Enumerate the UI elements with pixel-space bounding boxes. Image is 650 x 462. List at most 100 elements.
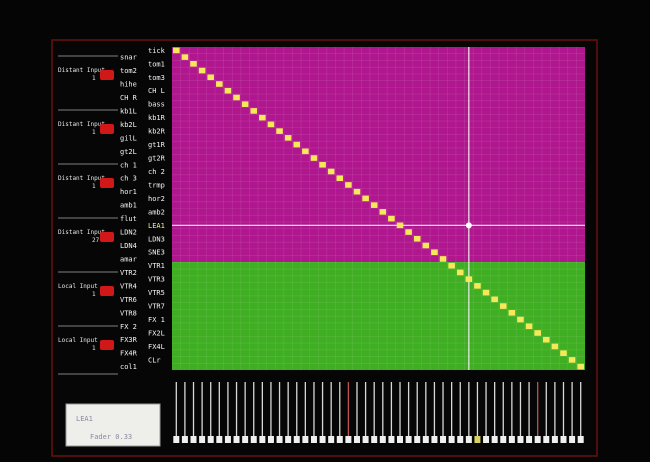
fader-knob[interactable] [552, 436, 558, 443]
route-point[interactable] [250, 108, 257, 114]
route-point[interactable] [474, 283, 481, 289]
fader-knob[interactable] [277, 436, 283, 443]
route-point[interactable] [354, 189, 361, 195]
fader-knob[interactable] [500, 436, 506, 443]
channel-label[interactable]: gt2R [148, 155, 166, 163]
channel-label[interactable]: VTR5 [148, 289, 165, 297]
route-point[interactable] [423, 243, 430, 249]
fader-knob[interactable] [242, 436, 248, 443]
fader-knob[interactable] [345, 436, 351, 443]
route-point[interactable] [268, 122, 275, 128]
channel-label[interactable]: flut [120, 215, 137, 223]
channel-label[interactable]: FX 1 [148, 316, 165, 324]
route-point[interactable] [182, 54, 189, 60]
route-point[interactable] [534, 330, 541, 336]
channel-label[interactable]: VTR4 [120, 282, 137, 290]
route-point[interactable] [328, 169, 335, 175]
fader-knob[interactable] [474, 436, 480, 443]
channel-label[interactable]: CLr [148, 356, 161, 364]
channel-label[interactable]: col1 [120, 363, 137, 371]
route-point[interactable] [560, 350, 567, 356]
route-point[interactable] [225, 88, 232, 94]
fader-knob[interactable] [526, 436, 532, 443]
route-point[interactable] [388, 216, 395, 222]
fader-knob[interactable] [320, 436, 326, 443]
fader-knob[interactable] [509, 436, 515, 443]
channel-label[interactable]: VTR2 [120, 269, 137, 277]
fader-knob[interactable] [328, 436, 334, 443]
fader-knob[interactable] [191, 436, 197, 443]
route-point[interactable] [319, 162, 326, 168]
channel-label[interactable]: hor2 [148, 195, 165, 203]
fader-knob[interactable] [492, 436, 498, 443]
channel-label[interactable]: kb2L [120, 121, 137, 129]
route-point[interactable] [199, 68, 206, 74]
route-point[interactable] [569, 357, 576, 363]
fader-knob[interactable] [569, 436, 575, 443]
input-button[interactable] [100, 286, 114, 296]
fader-knob[interactable] [302, 436, 308, 443]
fader-knob[interactable] [414, 436, 420, 443]
fader-knob[interactable] [543, 436, 549, 443]
channel-label[interactable]: VTR6 [120, 296, 137, 304]
route-point[interactable] [577, 364, 584, 370]
route-point[interactable] [302, 149, 309, 155]
fader-knob[interactable] [251, 436, 257, 443]
fader-knob[interactable] [535, 436, 541, 443]
route-point[interactable] [552, 344, 559, 350]
route-point[interactable] [509, 310, 516, 316]
route-point[interactable] [362, 196, 369, 202]
channel-label[interactable]: LDN4 [120, 242, 137, 250]
channel-label[interactable]: gilL [120, 134, 137, 142]
fader-knob[interactable] [388, 436, 394, 443]
route-point[interactable] [216, 81, 223, 87]
fader-knob[interactable] [268, 436, 274, 443]
fader-knob[interactable] [199, 436, 205, 443]
fader-knob[interactable] [337, 436, 343, 443]
channel-label[interactable]: FX2L [148, 329, 165, 337]
route-point[interactable] [397, 223, 404, 229]
fader-knob[interactable] [560, 436, 566, 443]
route-point[interactable] [517, 317, 524, 323]
fader-knob[interactable] [431, 436, 437, 443]
channel-label[interactable]: kb1R [148, 114, 166, 122]
channel-label[interactable]: ch 2 [148, 168, 165, 176]
route-point[interactable] [500, 303, 507, 309]
channel-label[interactable]: VTR8 [120, 309, 137, 317]
fader-knob[interactable] [354, 436, 360, 443]
channel-label[interactable]: ch 3 [120, 175, 137, 183]
route-point[interactable] [371, 202, 378, 208]
channel-label[interactable]: hihe [120, 81, 137, 89]
channel-label[interactable]: FX 2 [120, 323, 137, 331]
fader-knob[interactable] [225, 436, 231, 443]
route-point[interactable] [483, 290, 490, 296]
route-point[interactable] [405, 229, 412, 235]
route-point[interactable] [259, 115, 266, 121]
route-point[interactable] [543, 337, 550, 343]
channel-label[interactable]: LDN2 [120, 229, 137, 237]
route-point[interactable] [276, 128, 283, 134]
channel-label[interactable]: gt1R [148, 141, 166, 149]
channel-label[interactable]: kb2R [148, 128, 166, 136]
channel-label[interactable]: FX4L [148, 343, 165, 351]
fader-knob[interactable] [294, 436, 300, 443]
route-point[interactable] [440, 256, 447, 262]
route-point[interactable] [336, 175, 343, 181]
fader-knob[interactable] [182, 436, 188, 443]
fader-knob[interactable] [423, 436, 429, 443]
fader-knob[interactable] [578, 436, 584, 443]
fader-knob[interactable] [517, 436, 523, 443]
channel-label[interactable]: tick [148, 47, 166, 55]
route-point[interactable] [285, 135, 292, 141]
channel-label[interactable]: gt2L [120, 148, 137, 156]
fader-knob[interactable] [380, 436, 386, 443]
route-point[interactable] [431, 249, 438, 255]
channel-label[interactable]: VTR3 [148, 276, 165, 284]
route-point[interactable] [457, 270, 464, 276]
channel-label[interactable]: VTR1 [148, 262, 165, 270]
channel-label[interactable]: amb2 [148, 208, 165, 216]
channel-label[interactable]: trmp [148, 181, 165, 189]
channel-label[interactable]: snar [120, 54, 137, 62]
fader-knob[interactable] [259, 436, 265, 443]
input-button[interactable] [100, 232, 114, 242]
